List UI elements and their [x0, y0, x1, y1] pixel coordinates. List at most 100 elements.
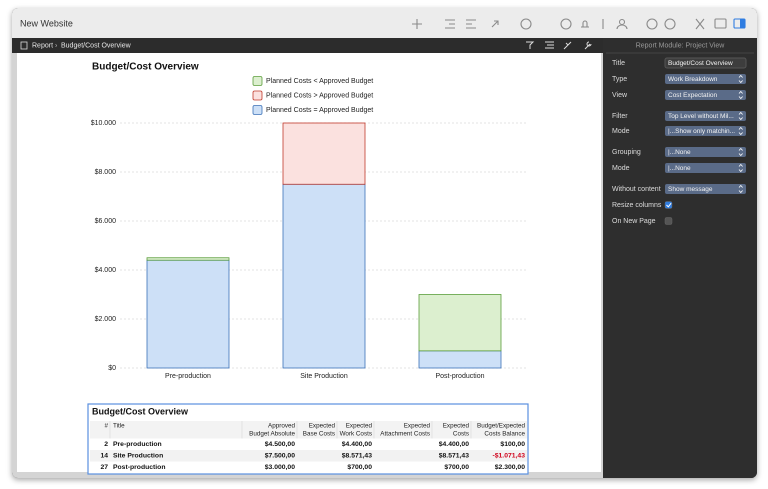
y-tick-label: $8.000 — [95, 169, 117, 176]
inspector-panel — [603, 38, 757, 478]
settings-icon[interactable] — [584, 41, 592, 50]
table-cell: Post-production — [113, 464, 165, 471]
column-header: Expected — [404, 423, 431, 430]
style-icon[interactable] — [563, 41, 572, 50]
bar-segment — [418, 350, 502, 369]
table-cell: $700,00 — [444, 464, 469, 471]
breadcrumb-item[interactable]: Budget/Cost Overview — [61, 42, 132, 49]
column-header: Title — [113, 423, 125, 430]
field-label: View — [612, 92, 628, 99]
text-field[interactable] — [664, 57, 747, 69]
column-header: Approved — [268, 423, 295, 430]
breadcrumb-separator: › — [55, 42, 58, 49]
popup-button[interactable] — [665, 147, 746, 157]
popup-chevrons — [738, 184, 743, 194]
field-label: Mode — [612, 128, 630, 135]
bottom-pane-icon[interactable] — [714, 18, 727, 29]
legend-swatch — [252, 90, 263, 101]
legend-label: Planned Costs < Approved Budget — [266, 78, 373, 85]
popup-button[interactable] — [665, 74, 746, 84]
popup-chevrons — [738, 163, 743, 173]
field-label: Mode — [612, 165, 630, 172]
y-tick-label: $10.000 — [91, 120, 116, 127]
link-icon[interactable] — [491, 20, 499, 28]
column-header: # — [104, 423, 108, 430]
filter-icon[interactable] — [526, 41, 535, 49]
table-cell: $4.400,00 — [439, 441, 469, 448]
path-bar-tools — [526, 41, 592, 50]
x-tick-label: Post-production — [435, 373, 484, 380]
tools-icon[interactable] — [695, 18, 705, 30]
info-icon[interactable] — [560, 18, 572, 30]
table-cell: 2 — [104, 441, 108, 448]
table-cell: $100,00 — [500, 441, 525, 448]
side-pane-icon-fill — [740, 19, 745, 28]
popup-value: |...None — [668, 165, 691, 172]
bar-segment — [418, 294, 502, 352]
legend-label: Planned Costs > Approved Budget — [266, 92, 373, 99]
table-header-bg — [90, 421, 527, 440]
legend-swatch — [252, 105, 263, 115]
person-icon-body — [616, 24, 628, 30]
column-header: Work Costs — [340, 431, 372, 438]
table-cell: $4.500,00 — [265, 441, 295, 448]
text-field-value: Budget/Cost Overview — [668, 60, 733, 67]
popup-chevrons — [738, 126, 743, 136]
breadcrumb-item[interactable]: Report — [32, 42, 53, 49]
column-header: Costs — [453, 431, 469, 438]
table-row[interactable] — [90, 438, 527, 451]
indent-icon[interactable] — [466, 19, 476, 29]
popup-chevrons — [738, 74, 743, 84]
column-header: Expected — [346, 423, 373, 430]
field-label: Type — [612, 76, 627, 83]
popup-button[interactable] — [665, 184, 746, 194]
more-icon[interactable] — [520, 18, 532, 30]
y-tick-label: $4.000 — [95, 267, 117, 274]
x-tick-label: Site Production — [300, 373, 348, 380]
report-icon — [20, 41, 28, 50]
table-cell: $700,00 — [347, 464, 372, 471]
y-tick-label: $2.000 — [95, 316, 117, 323]
y-tick-label: $0 — [108, 365, 116, 372]
checkbox-label: On New Page — [612, 218, 656, 225]
bell-icon[interactable] — [581, 20, 589, 28]
columns-icon[interactable] — [545, 41, 554, 49]
table-cell: $7.500,00 — [265, 452, 295, 459]
table-cell: $2.300,00 — [495, 464, 525, 471]
popup-button[interactable] — [665, 111, 746, 121]
table-cell: $4.400,00 — [342, 441, 372, 448]
popup-chevrons — [738, 147, 743, 157]
x-tick-label: Pre-production — [165, 373, 211, 380]
popup-button[interactable] — [665, 90, 746, 100]
report-table: Budget/Cost Overview # Title ApprovedBudge… — [87, 403, 529, 475]
table-row[interactable] — [90, 450, 527, 462]
checkmark — [666, 202, 672, 208]
bar-segment — [282, 183, 366, 369]
popup-value: Work Breakdown — [668, 76, 718, 83]
field-label: Title — [612, 60, 625, 67]
popup-value: Cost Expectation — [668, 92, 718, 99]
popup-chevrons — [738, 90, 743, 100]
popup-button[interactable] — [665, 163, 746, 173]
table-row[interactable] — [90, 461, 527, 474]
sync-icon[interactable] — [646, 18, 658, 30]
table-cell: 27 — [100, 464, 108, 471]
legend-label: Planned Costs = Approved Budget — [266, 107, 373, 114]
table-cell: $8.571,43 — [439, 452, 469, 459]
table-cell: -$1.071,43 — [492, 452, 525, 459]
checkbox[interactable] — [664, 201, 673, 209]
popup-value: Show message — [668, 186, 713, 193]
add-icon[interactable] — [412, 19, 422, 29]
column-header: Costs Balance — [484, 431, 525, 438]
globe-icon[interactable] — [664, 18, 676, 30]
table-cell: $8.571,43 — [342, 452, 372, 459]
checkbox[interactable] — [664, 217, 673, 225]
legend-swatch — [252, 76, 263, 86]
bar-segment — [282, 122, 366, 185]
popup-button[interactable] — [665, 126, 746, 136]
checkbox-label: Resize columns — [612, 202, 662, 209]
column-header: Budget/Expected — [477, 423, 525, 430]
popup-value: |...Show only matchin... — [668, 128, 735, 135]
outdent-icon[interactable] — [445, 19, 455, 29]
